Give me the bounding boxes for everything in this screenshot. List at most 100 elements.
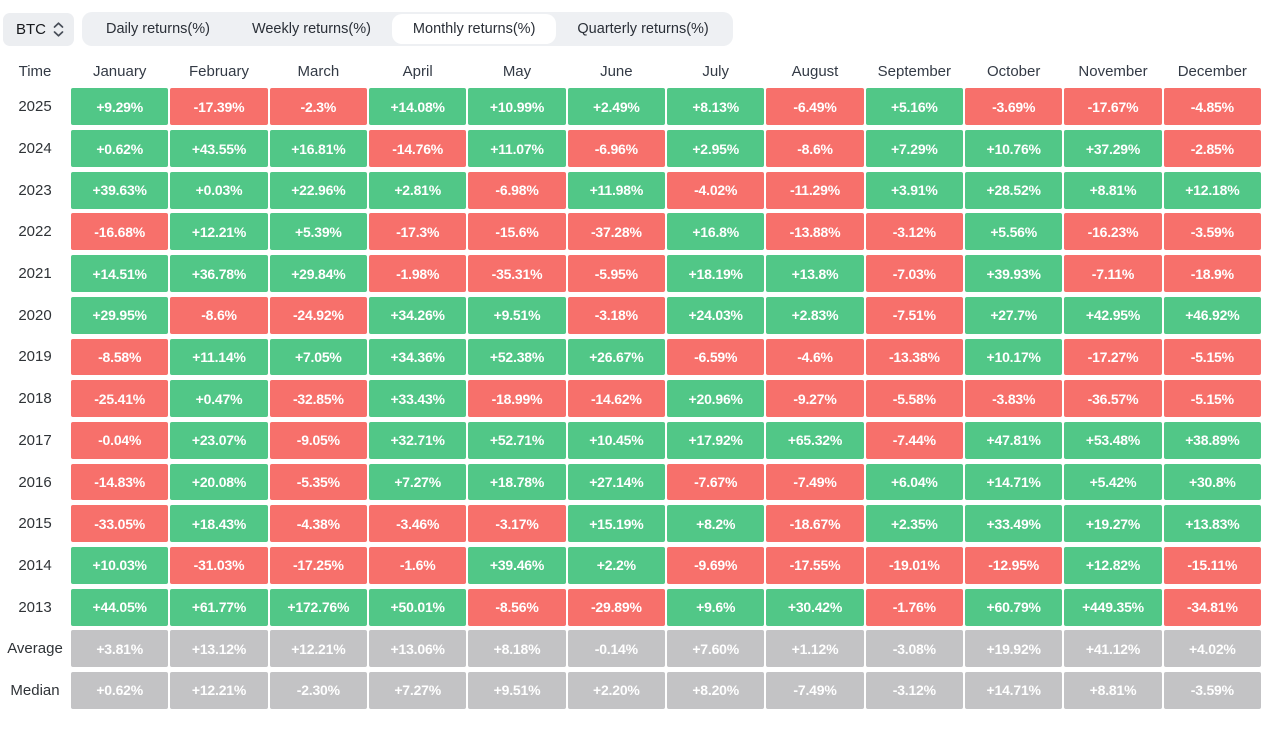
return-cell-wrap: -1.98% (368, 253, 467, 295)
return-cell-wrap: +33.43% (368, 378, 467, 420)
return-cell-wrap: -19.01% (865, 545, 964, 587)
return-cell: -37.28% (567, 213, 666, 251)
return-cell: +14.51% (70, 255, 169, 293)
return-cell-wrap: -17.39% (169, 86, 268, 128)
return-cell: -3.69% (964, 88, 1063, 126)
table-row-2018: 2018 -25.41% +0.47% -32.85% +33.43% -18.99% -1… (0, 378, 1262, 420)
return-cell-wrap: +10.03% (70, 545, 169, 587)
return-cell-wrap: +7.27% (368, 670, 467, 712)
return-cell: -18.9% (1163, 255, 1262, 293)
return-cell: +11.07% (468, 130, 566, 167)
return-cell: -7.11% (1064, 255, 1162, 293)
return-cell: -5.95% (567, 255, 666, 293)
table-row-2021: 2021 +14.51% +36.78% +29.84% -1.98% -35.31% -5… (0, 253, 1262, 295)
return-cell: +8.20% (666, 672, 765, 709)
return-cell-wrap: -16.68% (70, 211, 169, 253)
asset-selector[interactable]: BTC (3, 12, 74, 46)
return-cell-wrap: +19.27% (1063, 503, 1162, 545)
row-label: 2019 (18, 348, 52, 366)
return-cell-wrap: -7.44% (865, 420, 964, 462)
tab-monthly-returns[interactable]: Monthly returns(%) (391, 14, 557, 44)
return-cell: +12.21% (269, 630, 368, 668)
return-cell-wrap: -3.12% (865, 670, 964, 712)
row-label: 2016 (18, 473, 52, 491)
return-cell-wrap: -5.95% (567, 253, 666, 295)
return-cell: -3.59% (1163, 213, 1262, 251)
return-cell: +29.95% (70, 296, 169, 334)
return-cell: +5.39% (269, 213, 368, 251)
return-cell: -14.83% (70, 463, 169, 501)
return-cell-wrap: +10.17% (964, 336, 1063, 378)
return-cell: +50.01% (368, 588, 467, 626)
tab-daily-returns[interactable]: Daily returns(%) (106, 21, 210, 37)
return-cell: +11.98% (567, 171, 666, 209)
return-cell: -1.6% (368, 546, 467, 584)
return-cell: -5.35% (269, 463, 368, 501)
return-cell-wrap: -1.6% (368, 545, 467, 587)
column-header-july: July (702, 62, 729, 80)
return-cell-wrap: -5.15% (1163, 336, 1262, 378)
return-cell: -7.49% (766, 672, 864, 709)
return-cell-wrap: -14.62% (567, 378, 666, 420)
return-cell-wrap: +34.36% (368, 336, 467, 378)
return-cell: +37.29% (1064, 130, 1162, 167)
return-cell-wrap: -0.04% (70, 420, 169, 462)
return-cell: -17.25% (269, 546, 368, 584)
return-cell-wrap: -35.31% (467, 253, 566, 295)
return-cell-wrap: -29.89% (567, 586, 666, 628)
return-cell-wrap: -8.6% (169, 294, 268, 336)
tabs: Daily returns(%) Weekly returns(%) Monthly… (82, 12, 733, 46)
return-cell: +9.6% (666, 588, 765, 626)
return-cell: -34.81% (1163, 588, 1262, 626)
return-cell: -14.76% (368, 130, 467, 167)
return-cell: +449.35% (1064, 588, 1162, 626)
return-cell: -3.18% (567, 296, 666, 334)
return-cell: -18.67% (766, 505, 864, 543)
row-label: 2025 (18, 98, 52, 116)
return-cell-wrap: +19.92% (964, 628, 1063, 670)
return-cell-wrap: -6.59% (666, 336, 765, 378)
tab-quarterly-returns[interactable]: Quarterly returns(%) (577, 21, 709, 37)
return-cell-wrap: +9.51% (467, 670, 566, 712)
return-cell-wrap: +12.18% (1163, 169, 1262, 211)
return-cell: -9.69% (666, 546, 765, 584)
return-cell: +39.93% (964, 255, 1063, 293)
return-cell-wrap: -37.28% (567, 211, 666, 253)
return-cell: +0.62% (70, 130, 169, 167)
return-cell-wrap: +52.38% (467, 336, 566, 378)
return-cell: +14.08% (368, 88, 467, 126)
return-cell-wrap: +2.49% (567, 86, 666, 128)
return-cell: +5.56% (964, 213, 1063, 251)
return-cell-wrap: +18.19% (666, 253, 765, 295)
return-cell-wrap: +52.71% (467, 420, 566, 462)
return-cell-wrap: +9.29% (70, 86, 169, 128)
return-cell: -7.51% (865, 296, 964, 334)
return-cell: +20.96% (666, 380, 765, 418)
return-cell-wrap: -7.49% (765, 670, 864, 712)
return-cell: -24.92% (269, 296, 368, 334)
return-cell-wrap: +53.48% (1063, 420, 1162, 462)
return-cell-wrap: +8.81% (1063, 670, 1162, 712)
return-cell: +41.12% (1064, 630, 1162, 668)
return-cell: -15.11% (1163, 546, 1262, 584)
return-cell: +8.2% (666, 505, 765, 543)
return-cell-wrap: +10.76% (964, 128, 1063, 170)
return-cell: -14.62% (567, 380, 666, 418)
return-cell-wrap: -36.57% (1063, 378, 1162, 420)
return-cell-wrap: -12.95% (964, 545, 1063, 587)
return-cell-wrap: +2.20% (567, 670, 666, 712)
table-row-2015: 2015 -33.05% +18.43% -4.38% -3.46% -3.17% +15.… (0, 503, 1262, 545)
return-cell-wrap: -4.85% (1163, 86, 1262, 128)
tab-weekly-returns[interactable]: Weekly returns(%) (251, 21, 371, 37)
return-cell-wrap: +33.49% (964, 503, 1063, 545)
return-cell-wrap: +172.76% (269, 586, 368, 628)
return-cell-wrap: +11.98% (567, 169, 666, 211)
header-row: Time January February March April May June July… (0, 56, 1262, 86)
return-cell-wrap: +18.78% (467, 461, 566, 503)
return-cell: -8.56% (468, 588, 566, 626)
return-cell-wrap: -0.14% (567, 628, 666, 670)
return-cell-wrap: +43.55% (169, 128, 268, 170)
return-cell-wrap: +27.7% (964, 294, 1063, 336)
return-cell-wrap: +13.06% (368, 628, 467, 670)
return-cell: -7.03% (865, 255, 964, 293)
